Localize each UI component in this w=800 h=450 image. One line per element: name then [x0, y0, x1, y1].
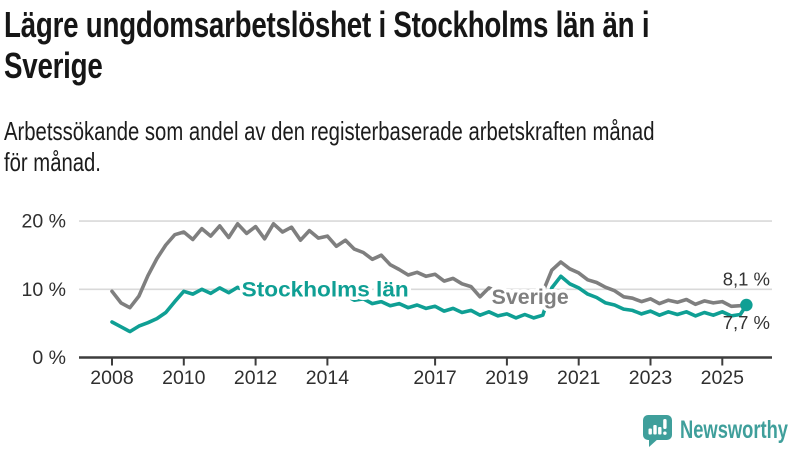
series-label-stockholms-län: Stockholms län	[242, 278, 409, 301]
series-line-stockholms-län	[110, 274, 749, 334]
newsworthy-logo[interactable]: Newsworthy	[642, 412, 794, 448]
series-label-sverige: Sverige	[492, 286, 569, 309]
series-end-dot	[740, 298, 753, 312]
series-line-sverige	[110, 221, 749, 310]
y-axis-tick-label: 0 %	[32, 347, 66, 369]
x-axis-tick-label: 2012	[234, 367, 277, 389]
chart-subtitle: Arbetssökande som andel av den registerb…	[4, 116, 654, 178]
chart-subtitle-line-1: Arbetssökande som andel av den registerb…	[4, 116, 655, 146]
end-value-label-stockholms-län: 7,7 %	[723, 312, 770, 333]
end-value-label-sverige: 8,1 %	[723, 268, 770, 289]
page-title-line-1: Lägre ungdomsarbetslöshet i Stockholms l…	[4, 4, 650, 45]
x-axis-tick-label: 2023	[629, 367, 672, 389]
y-axis-tick-label: 10 %	[22, 279, 66, 301]
x-axis-tick-label: 2014	[306, 367, 350, 389]
chart-subtitle-line-2: för månad.	[4, 147, 101, 177]
x-axis-tick-label: 2019	[485, 367, 528, 389]
bar-chart-speech-bubble-icon	[643, 415, 672, 447]
newsworthy-logo-text: Newsworthy	[680, 416, 788, 444]
unemployment-line-chart: 2008 2010 2012 2014 2017 2019 2021 2023 2025 0 % 1…	[22, 211, 772, 389]
page-title: Lägre ungdomsarbetslöshet i Stockholms l…	[4, 4, 650, 86]
page-title-line-2: Sverige	[4, 45, 103, 86]
x-axis-tick-label: 2008	[90, 367, 133, 389]
x-axis-tick-label: 2010	[162, 367, 206, 389]
x-axis-tick-label: 2025	[701, 367, 745, 389]
y-axis-tick-label: 20 %	[22, 211, 66, 233]
x-axis-tick-label: 2017	[413, 367, 456, 389]
x-axis-tick-label: 2021	[557, 367, 600, 389]
